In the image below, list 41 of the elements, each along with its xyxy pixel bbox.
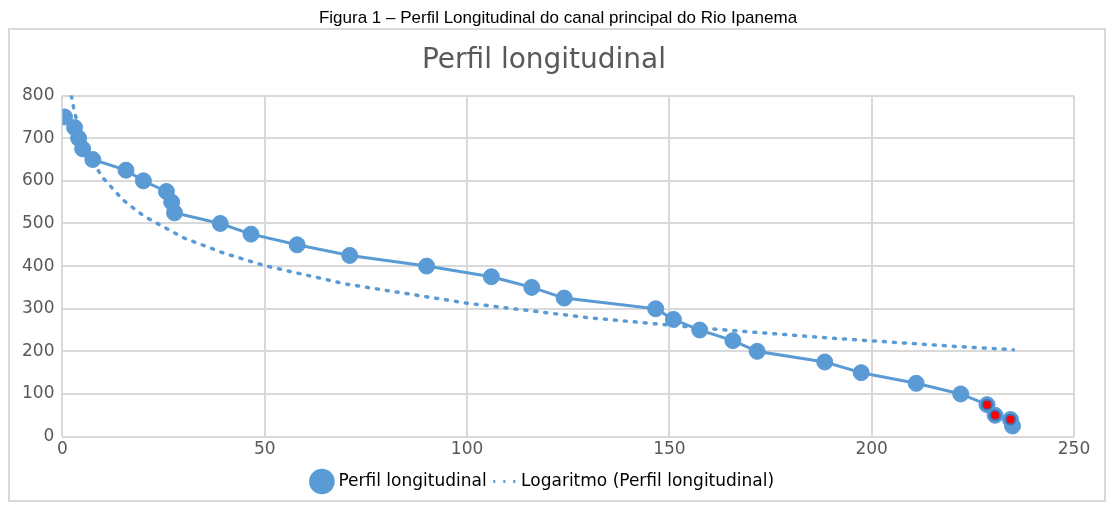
y-tick-label: 700 xyxy=(21,126,55,147)
point xyxy=(748,342,766,360)
point xyxy=(952,385,970,403)
text: Figura 1 – Perfil Longitudinal do canal principal do Rio Ipanema xyxy=(317,8,799,28)
y-tick-label: 200 xyxy=(21,339,55,360)
y-tick-label: 500 xyxy=(21,211,55,232)
x-tick-label: 0 xyxy=(57,438,68,459)
point xyxy=(724,332,742,350)
x-tick-label: 250 xyxy=(1057,438,1091,459)
x-tick-label: 100 xyxy=(450,438,484,459)
point xyxy=(242,225,260,243)
point xyxy=(117,161,135,179)
point xyxy=(907,374,925,392)
point xyxy=(647,300,665,318)
x-tick-label: 200 xyxy=(855,438,888,459)
legend-label: Perfil longitudinal xyxy=(338,469,487,490)
point xyxy=(816,353,834,371)
x-tick-label: 50 xyxy=(253,438,276,459)
y-tick-label: 400 xyxy=(21,254,55,275)
y-tick-label: 300 xyxy=(21,297,55,318)
point xyxy=(74,140,92,158)
chart-title: Perfil longitudinal xyxy=(421,42,667,76)
point xyxy=(84,151,102,169)
x-tick-label: 150 xyxy=(653,438,686,459)
point xyxy=(664,310,682,328)
y-tick-label: 800 xyxy=(21,84,55,105)
point xyxy=(418,257,436,275)
y-tick-label: 600 xyxy=(21,169,55,190)
legend-label: Logaritmo (Perfil longitudinal) xyxy=(521,469,775,490)
point xyxy=(288,236,306,254)
y-tick-label: 0 xyxy=(43,425,55,446)
point xyxy=(852,364,870,382)
point xyxy=(341,246,359,264)
point xyxy=(134,172,152,190)
point xyxy=(211,214,229,232)
point xyxy=(691,321,709,339)
point xyxy=(482,268,500,286)
y-tick-label: 100 xyxy=(21,382,55,403)
point xyxy=(166,204,184,222)
point xyxy=(523,278,541,296)
point xyxy=(555,289,573,307)
